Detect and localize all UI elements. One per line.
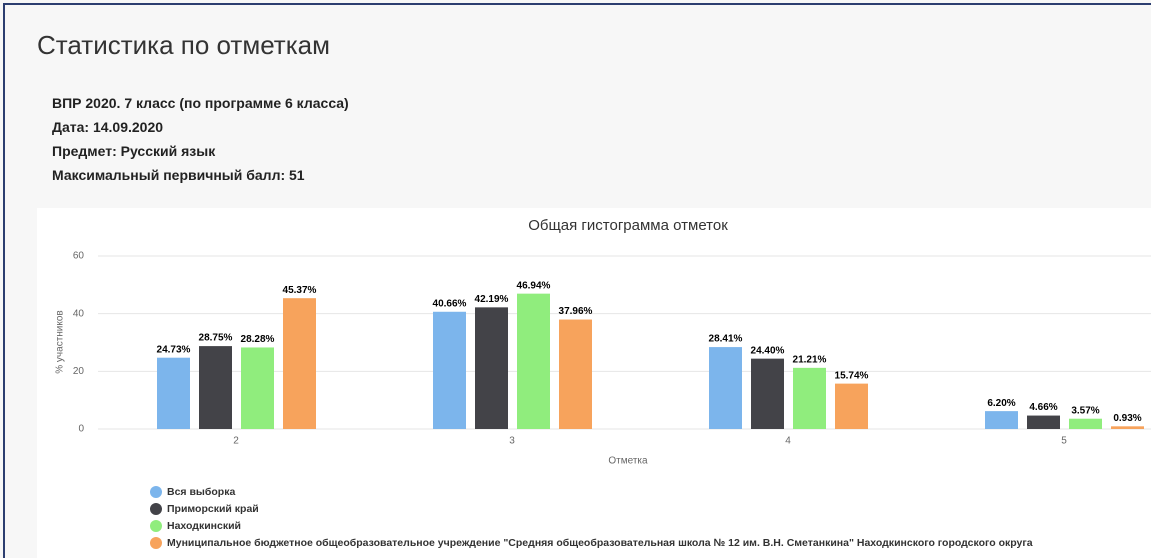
data-label: 3.57% <box>1071 405 1099 416</box>
x-tick-label: 4 <box>785 436 791 447</box>
data-label: 6.20% <box>987 398 1015 409</box>
chart-title: Общая гистограмма отметок <box>528 217 728 234</box>
x-tick-label: 3 <box>509 436 515 447</box>
data-label: 15.74% <box>835 370 869 381</box>
bar <box>1069 418 1102 429</box>
legend-label: Находкинский <box>167 520 241 532</box>
bar <box>751 358 784 429</box>
y-axis-label: % участников <box>55 310 66 374</box>
info-line: Предмет: Русский язык <box>52 143 216 159</box>
page-title: Статистика по отметкам <box>37 30 330 60</box>
bar <box>709 347 742 429</box>
legend-label: Вся выборка <box>167 486 235 498</box>
bar <box>835 383 868 429</box>
bar <box>559 319 592 429</box>
legend-label: Приморский край <box>167 503 259 515</box>
data-label: 24.40% <box>751 345 785 356</box>
data-label: 42.19% <box>475 294 509 305</box>
bar <box>199 346 232 429</box>
data-label: 0.93% <box>1113 413 1141 424</box>
data-label: 28.28% <box>241 334 275 345</box>
x-tick-label: 5 <box>1061 436 1067 447</box>
x-axis-label: Отметка <box>608 456 648 467</box>
bar <box>985 411 1018 429</box>
data-label: 24.73% <box>157 344 191 355</box>
info-line: Максимальный первичный балл: 51 <box>52 167 305 183</box>
y-tick-label: 0 <box>78 424 84 435</box>
data-label: 21.21% <box>793 354 827 365</box>
bar <box>283 298 316 429</box>
data-label: 46.94% <box>517 280 551 291</box>
bar <box>1111 426 1144 429</box>
chart: Общая гистограмма отметок Отметка % учас… <box>37 208 1151 558</box>
y-tick-label: 60 <box>73 251 85 262</box>
legend-marker <box>150 486 162 498</box>
bar <box>475 307 508 429</box>
bar <box>793 367 826 429</box>
legend-marker <box>150 537 162 549</box>
bar <box>433 311 466 429</box>
legend-marker <box>150 503 162 515</box>
data-label: 28.75% <box>199 333 233 344</box>
legend-marker <box>150 520 162 532</box>
data-label: 4.66% <box>1029 402 1057 413</box>
x-tick-label: 2 <box>233 436 239 447</box>
bar <box>241 347 274 429</box>
data-label: 45.37% <box>283 285 317 296</box>
data-label: 40.66% <box>433 298 467 309</box>
y-tick-label: 40 <box>73 308 85 319</box>
info-line: ВПР 2020. 7 класс (по программе 6 класса… <box>52 95 349 111</box>
frame <box>3 3 1151 558</box>
data-label: 28.41% <box>709 334 743 345</box>
data-label: 37.96% <box>559 306 593 317</box>
bar <box>157 357 190 429</box>
legend-label: Муниципальное бюджетное общеобразователь… <box>167 537 1033 549</box>
info-line: Дата: 14.09.2020 <box>52 119 164 135</box>
bar <box>517 293 550 429</box>
bar <box>1027 415 1060 429</box>
y-tick-label: 20 <box>73 366 85 377</box>
